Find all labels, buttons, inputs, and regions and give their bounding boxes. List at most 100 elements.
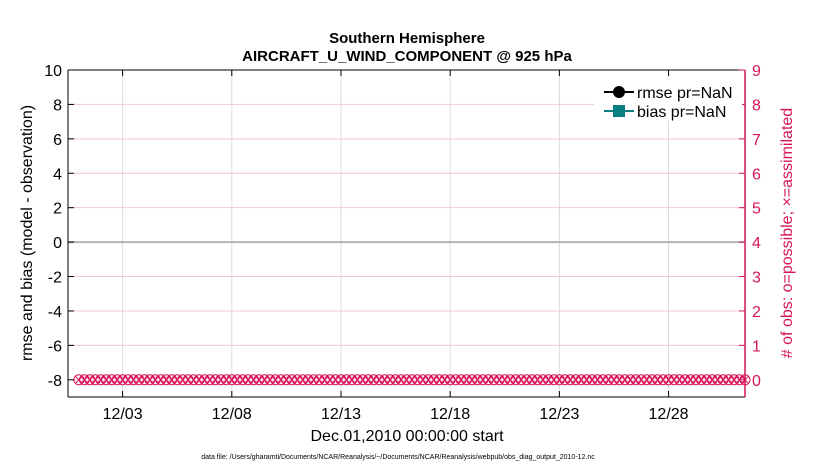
x-stroke (260, 375, 269, 384)
x-stroke (681, 375, 689, 384)
assimilated-obs-marker (364, 375, 373, 384)
assimilated-obs-marker (604, 375, 613, 384)
x-stroke (582, 375, 591, 384)
x-stroke (451, 375, 460, 384)
x-stroke (730, 375, 738, 384)
x-stroke (217, 375, 225, 384)
x-stroke (249, 375, 258, 384)
x-tick-label: 12/23 (539, 406, 579, 423)
x-stroke (315, 375, 323, 384)
assimilated-obs-marker (697, 375, 706, 384)
assimilated-obs-marker (195, 375, 203, 384)
x-stroke (397, 375, 405, 384)
x-stroke (642, 375, 651, 384)
x-stroke (391, 375, 400, 384)
x-stroke (102, 375, 111, 384)
assimilated-obs-marker (238, 375, 247, 384)
x-stroke (473, 375, 482, 384)
x-stroke (462, 375, 471, 384)
y-tick-label-right: 0 (752, 373, 761, 390)
assimilated-obs-marker (206, 375, 214, 384)
assimilated-obs-marker (708, 375, 717, 384)
y-tick-label-right: 9 (752, 63, 761, 80)
assimilated-obs-marker (724, 375, 733, 384)
assimilated-obs-marker (271, 375, 280, 384)
assimilated-obs-marker (571, 375, 580, 384)
x-stroke (75, 375, 83, 384)
assimilated-obs-marker (500, 375, 509, 384)
y-tick-label-right: 1 (752, 338, 761, 355)
x-stroke (211, 375, 220, 384)
x-stroke (724, 375, 733, 384)
x-stroke (408, 375, 416, 384)
x-stroke (124, 375, 132, 384)
x-stroke (309, 375, 318, 384)
y-axis-label-right: # of obs: o=possible; ×=assimilated (779, 108, 796, 358)
y-tick-label-left: 8 (53, 97, 62, 114)
x-stroke (550, 375, 558, 384)
assimilated-obs-marker (653, 375, 662, 384)
assimilated-obs-marker (151, 375, 160, 384)
y-tick-label-right: 7 (752, 132, 761, 149)
assimilated-obs-marker (713, 375, 722, 384)
x-stroke (206, 375, 214, 384)
x-stroke (107, 375, 116, 384)
assimilated-obs-marker (648, 375, 657, 384)
chart-title-line1: Southern Hemisphere (329, 30, 485, 47)
x-stroke (479, 375, 487, 384)
assimilated-obs-marker (413, 375, 422, 384)
x-stroke (135, 375, 143, 384)
x-stroke (195, 375, 203, 384)
assimilated-obs-marker (91, 375, 100, 384)
x-stroke (200, 375, 209, 384)
assimilated-obs-marker (544, 375, 553, 384)
assimilated-obs-marker (337, 375, 345, 384)
x-tick-label: 12/18 (430, 406, 470, 423)
x-stroke (506, 375, 515, 384)
assimilated-obs-marker (473, 375, 482, 384)
assimilated-obs-marker (282, 375, 291, 384)
x-stroke (222, 375, 231, 384)
y-tick-label-left: -2 (48, 270, 62, 287)
x-stroke (178, 375, 187, 384)
x-stroke (233, 375, 242, 384)
assimilated-obs-marker (495, 375, 504, 384)
assimilated-obs-marker (670, 375, 678, 384)
x-stroke (599, 375, 607, 384)
x-stroke (298, 375, 307, 384)
assimilated-obs-marker (249, 375, 258, 384)
assimilated-obs-marker (380, 375, 389, 384)
x-stroke (348, 375, 356, 384)
x-stroke (386, 375, 394, 384)
x-stroke (528, 375, 536, 384)
assimilated-obs-marker (490, 375, 498, 384)
x-stroke (626, 375, 635, 384)
x-tick-label: 12/08 (212, 406, 252, 423)
assimilated-obs-marker (96, 375, 105, 384)
x-stroke (648, 375, 657, 384)
assimilated-obs-marker (129, 375, 138, 384)
x-stroke (435, 375, 444, 384)
x-stroke (713, 375, 722, 384)
x-stroke (304, 375, 313, 384)
assimilated-obs-marker (550, 375, 558, 384)
y-tick-label-right: 5 (752, 201, 761, 218)
assimilated-obs-marker (397, 375, 405, 384)
assimilated-obs-marker (675, 375, 684, 384)
x-stroke (271, 375, 280, 384)
assimilated-obs-marker (320, 375, 329, 384)
x-stroke (719, 375, 728, 384)
x-stroke (653, 375, 662, 384)
assimilated-obs-marker (402, 375, 411, 384)
assimilated-obs-marker (719, 375, 728, 384)
assimilated-obs-marker (135, 375, 143, 384)
x-stroke (544, 375, 553, 384)
x-stroke (113, 375, 121, 384)
assimilated-obs-marker (479, 375, 487, 384)
x-stroke (277, 375, 285, 384)
assimilated-obs-marker (511, 375, 520, 384)
assimilated-obs-marker (173, 375, 182, 384)
x-stroke (440, 375, 449, 384)
assimilated-obs-marker (408, 375, 416, 384)
assimilated-obs-marker (440, 375, 449, 384)
